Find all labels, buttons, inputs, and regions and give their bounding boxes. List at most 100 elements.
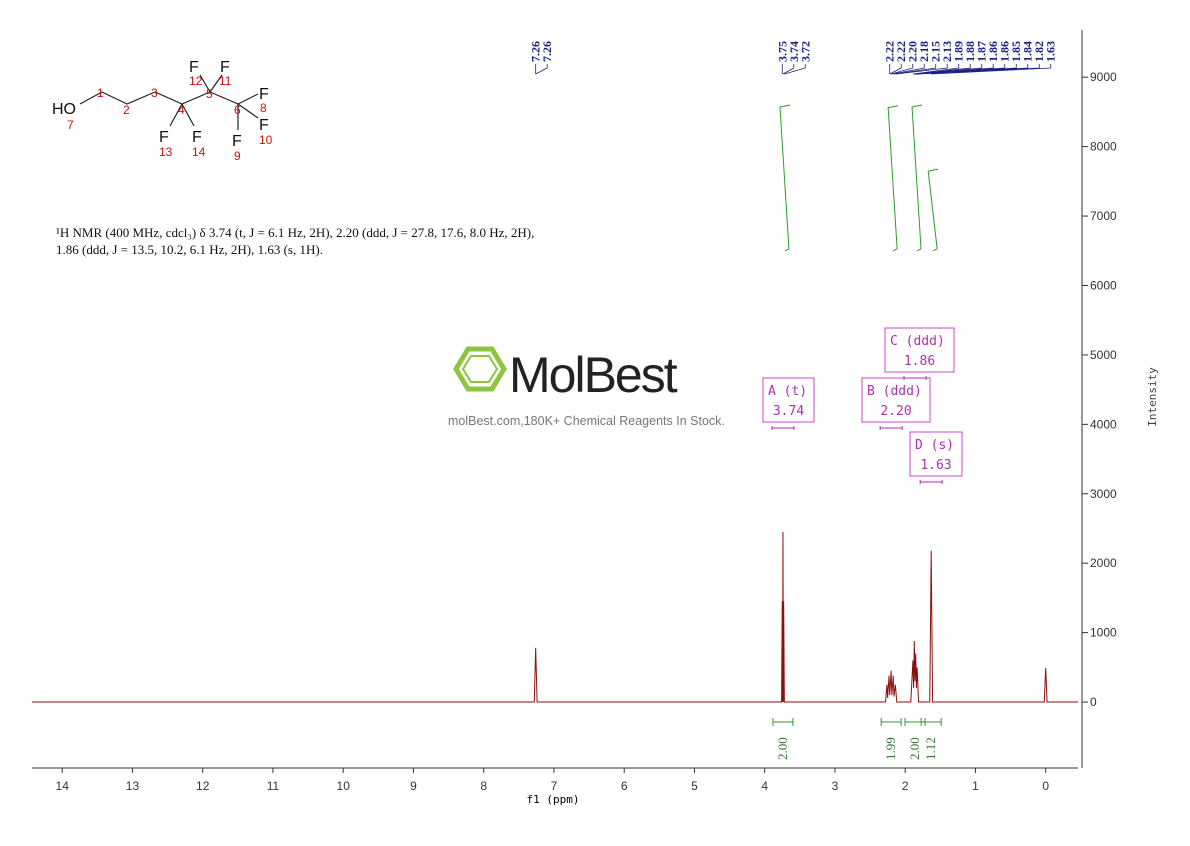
integral-label: 1.99 [883,737,898,760]
peak-connector [535,64,548,75]
x-tick-label: 4 [761,779,768,793]
x-tick-label: 14 [56,779,70,793]
y-tick-label: 0 [1090,695,1097,709]
integral-label: 2.00 [775,737,790,760]
integral-range [920,718,942,726]
multiplet-shift: 3.74 [773,404,804,419]
peak-label: 2.22 [883,41,897,62]
atom-number: 3 [151,86,158,100]
watermark: MolBest molBest.com,180K+ Chemical Reage… [448,346,725,428]
x-tick-label: 9 [410,779,417,793]
peak-label: 3.74 [787,41,801,62]
atom: HO [52,101,76,118]
x-tick-label: 2 [902,779,909,793]
y-tick-label: 9000 [1090,70,1117,84]
description-line: 1.86 (ddd, J = 13.5, 10.2, 6.1 Hz, 2H), … [56,242,323,257]
logo [453,346,507,392]
x-tick-label: 12 [196,779,210,793]
atom: F [159,129,169,146]
peak-label: 2.13 [940,41,954,62]
atom-number: 6 [234,103,241,117]
peak-connector [896,64,948,75]
atom-number: 1 [97,86,104,100]
multiplet-box [909,431,963,477]
bond [181,103,195,127]
y-tick-label: 4000 [1090,417,1117,431]
y-tick-label: 1000 [1090,626,1117,640]
peak-label: 1.88 [963,41,977,62]
x-tick-label: 10 [337,779,351,793]
x-tick-label: 6 [621,779,628,793]
spectrum [32,531,1078,703]
atom-number: 14 [192,145,206,159]
atom: F [192,129,202,146]
atom-number: 7 [67,118,74,132]
atom: F [220,59,230,76]
peak-label: 1.87 [975,41,989,62]
atom-number: 2 [123,103,130,117]
peak-connector [894,64,937,75]
peak-label: 1.82 [1032,41,1046,62]
peak-label: 3.75 [775,41,789,62]
multiplet-range [903,376,927,380]
atom-number: 11 [219,74,232,88]
integral-curve [911,104,923,252]
x-tick-label: 1 [972,779,979,793]
y-tick-label: 7000 [1090,209,1117,223]
peak-label: 1.89 [952,41,966,62]
atom-number: 5 [206,87,213,101]
multiplet-shift: 2.20 [880,404,911,419]
atom: F [189,59,199,76]
integral-label: 1.12 [923,737,938,760]
peak-label: 1.86 [986,41,1000,62]
integral-label: 2.00 [907,737,922,760]
peak-label: 7.26 [529,41,543,62]
structure [79,74,259,130]
peak-connector [889,64,902,75]
peak-label: 2.20 [906,41,920,62]
atom: F [232,133,242,150]
peak-label: 2.18 [917,41,931,62]
peak-connector [891,64,914,75]
multiplet-box [762,377,815,423]
multiplet-box [861,377,931,423]
multiplet-name: B (ddd) [867,384,922,399]
x-axis-label: f1 (ppm) [527,793,580,806]
x-tick-label: 13 [126,779,140,793]
peak-connector [782,64,795,75]
multiplet-shift: 1.86 [904,354,935,369]
atom-labels: HO F F F F F F F [52,59,269,150]
multiplet-box [884,327,955,373]
logo-inner [461,355,499,383]
multiplet-range [771,426,795,430]
x-tick-label: 0 [1042,779,1049,793]
atom-numbers: 7 1 2 3 4 5 6 12 11 8 9 10 13 14 [67,74,273,163]
peak-label: 2.22 [894,41,908,62]
peak-connector [917,64,1040,75]
bond [237,103,259,119]
peak-label: 1.85 [1009,41,1023,62]
x-tick-label: 8 [480,779,487,793]
x-tick-label: 11 [267,779,280,793]
multiplet-name: C (ddd) [890,334,945,349]
integral-range [880,718,902,726]
multiplet-name: A (t) [768,384,807,399]
peak-connector [912,64,960,75]
multiplet-shift: 1.63 [920,458,951,473]
chain-bonds [79,91,239,105]
watermark-tagline: molBest.com,180K+ Chemical Reagents In S… [448,414,725,428]
x-tick-label: 7 [551,779,558,793]
atom-number: 8 [260,101,267,115]
atom: F [259,86,269,103]
integral-curve [779,104,791,252]
atom: F [259,117,269,134]
peak-connector [784,64,806,75]
y-tick-label: 2000 [1090,556,1117,570]
integral-curve [887,105,899,252]
y-tick-label: 5000 [1090,348,1117,362]
peak-label: 1.86 [998,41,1012,62]
peak-label: 1.84 [1021,41,1035,62]
x-tick-label: 5 [691,779,698,793]
multiplet-range [919,480,943,484]
